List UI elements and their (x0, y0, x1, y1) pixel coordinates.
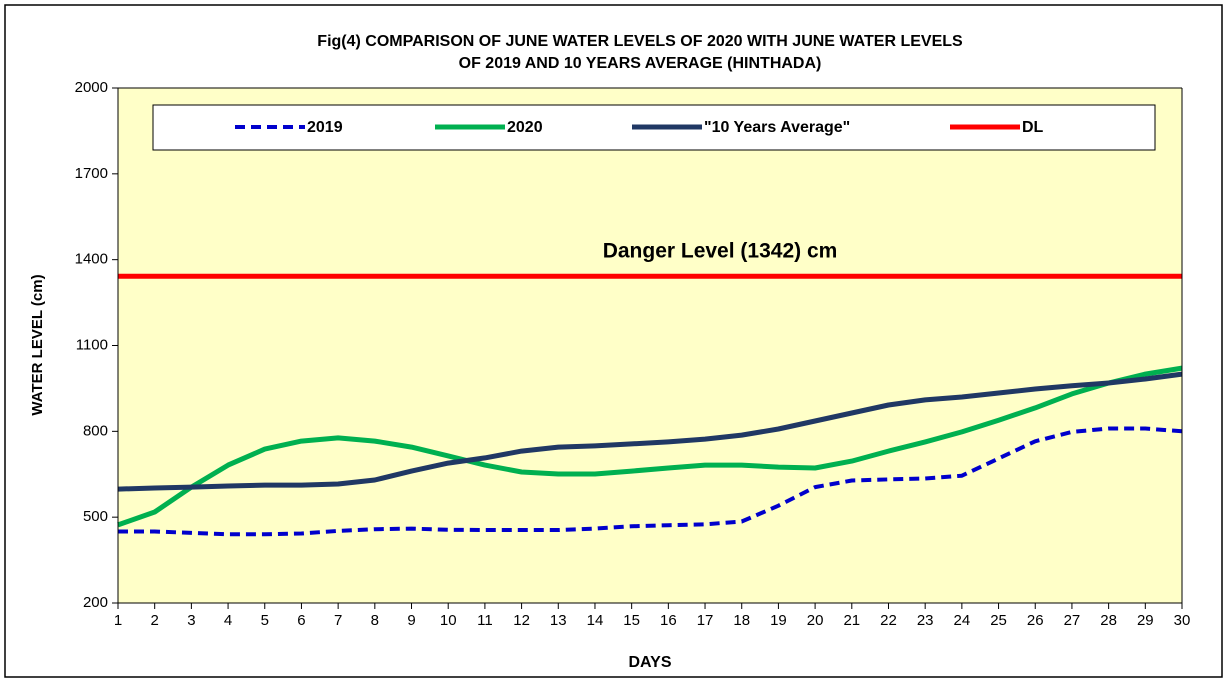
x-tick-label: 28 (1100, 612, 1117, 629)
x-tick-label: 13 (550, 612, 567, 629)
series-line (118, 426, 1183, 537)
x-tick-label: 3 (187, 612, 195, 629)
x-tick-label: 21 (843, 612, 860, 629)
y-tick-label: 500 (83, 508, 108, 525)
x-tick-label: 23 (917, 612, 934, 629)
annotation: Danger Level (1342) cm (603, 240, 838, 263)
x-tick-label: 27 (1064, 612, 1081, 629)
x-tick-label: 2 (151, 612, 159, 629)
plot-area (118, 88, 1182, 603)
x-tick-label: 22 (880, 612, 897, 629)
x-tick-label: 30 (1174, 612, 1191, 629)
x-tick-label: 7 (334, 612, 342, 629)
x-tick-label: 4 (224, 612, 232, 629)
x-tick-label: 5 (261, 612, 269, 629)
y-tick-label: 1100 (76, 336, 108, 353)
x-tick-label: 14 (587, 612, 604, 629)
x-tick-label: 18 (733, 612, 750, 629)
series-line (117, 365, 1183, 528)
y-tick-label: 1700 (75, 165, 108, 182)
y-tick-label: 2000 (75, 79, 108, 96)
x-tick-label: 29 (1137, 612, 1154, 629)
chart-title: OF 2019 AND 10 YEARS AVERAGE (HINTHADA) (459, 55, 822, 72)
x-tick-label: 11 (477, 612, 493, 629)
x-tick-label: 6 (297, 612, 305, 629)
x-tick-label: 10 (440, 612, 457, 629)
x-tick-label: 16 (660, 612, 677, 629)
legend-label: "10 Years Average" (704, 119, 850, 136)
x-tick-label: 26 (1027, 612, 1044, 629)
y-tick-label: 1400 (75, 251, 108, 268)
x-tick-label: 20 (807, 612, 824, 629)
x-tick-label: 12 (513, 612, 530, 629)
x-tick-label: 17 (697, 612, 714, 629)
legend-label: 2020 (507, 119, 543, 136)
x-axis-label: DAYS (629, 654, 672, 671)
x-tick-label: 8 (371, 612, 379, 629)
x-tick-label: 15 (623, 612, 640, 629)
legend-label: DL (1022, 119, 1044, 136)
x-tick-label: 9 (407, 612, 415, 629)
y-tick-label: 800 (83, 422, 108, 439)
y-tick-label: 200 (83, 594, 108, 611)
chart-title: Fig(4) COMPARISON OF JUNE WATER LEVELS O… (317, 33, 963, 50)
series-line (117, 371, 1183, 492)
x-tick-label: 19 (770, 612, 787, 629)
x-tick-label: 1 (114, 612, 122, 629)
legend-label: 2019 (307, 119, 343, 136)
x-tick-label: 24 (954, 612, 971, 629)
y-axis-label: WATER LEVEL (cm) (29, 274, 46, 415)
x-tick-label: 25 (990, 612, 1007, 629)
